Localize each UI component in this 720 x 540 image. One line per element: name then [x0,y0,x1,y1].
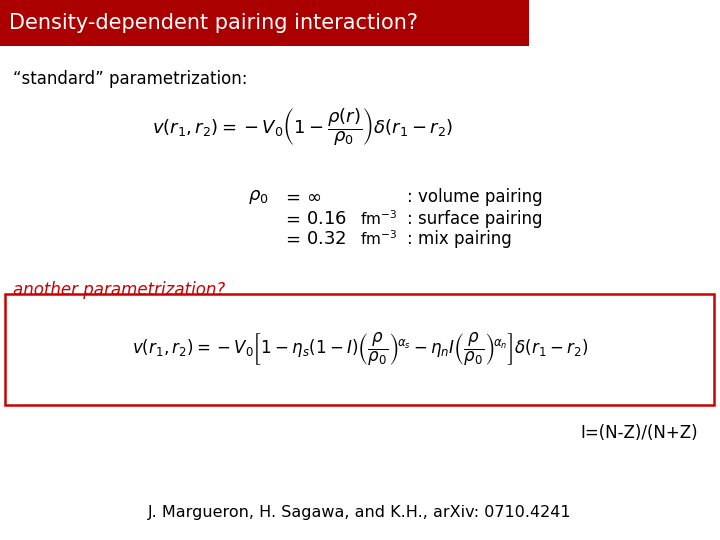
Text: $=$: $=$ [282,230,301,248]
FancyBboxPatch shape [5,294,714,405]
Text: I=(N-Z)/(N+Z): I=(N-Z)/(N+Z) [581,424,698,442]
Text: $=$: $=$ [282,188,301,206]
Text: : mix pairing: : mix pairing [407,230,511,248]
Text: $\rho_0$: $\rho_0$ [248,188,269,206]
Text: $\mathrm{fm}^{-3}$: $\mathrm{fm}^{-3}$ [360,230,397,248]
Text: “standard” parametrization:: “standard” parametrization: [13,70,248,88]
FancyBboxPatch shape [0,0,529,46]
Text: $0.16$: $0.16$ [306,210,347,228]
Text: $=$: $=$ [282,210,301,228]
Text: $v(r_1, r_2) = -V_0 \left(1 - \dfrac{\rho(r)}{\rho_0}\right) \delta(r_1 - r_2)$: $v(r_1, r_2) = -V_0 \left(1 - \dfrac{\rh… [152,106,453,148]
Text: another parametrization?: another parametrization? [13,281,225,299]
Text: $v(r_1, r_2) = -V_0 \left[1 - \eta_s(1-I)\left(\dfrac{\rho}{\rho_0}\right)^{\!\a: $v(r_1, r_2) = -V_0 \left[1 - \eta_s(1-I… [132,331,588,368]
Text: Density-dependent pairing interaction?: Density-dependent pairing interaction? [9,13,418,33]
Text: : volume pairing: : volume pairing [407,188,542,206]
Text: J. Margueron, H. Sagawa, and K.H., arXiv: 0710.4241: J. Margueron, H. Sagawa, and K.H., arXiv… [148,505,572,520]
Text: : surface pairing: : surface pairing [407,210,542,228]
Text: $\mathrm{fm}^{-3}$: $\mathrm{fm}^{-3}$ [360,210,397,228]
Text: $0.32$: $0.32$ [306,230,346,248]
Text: $\infty$: $\infty$ [306,188,321,206]
